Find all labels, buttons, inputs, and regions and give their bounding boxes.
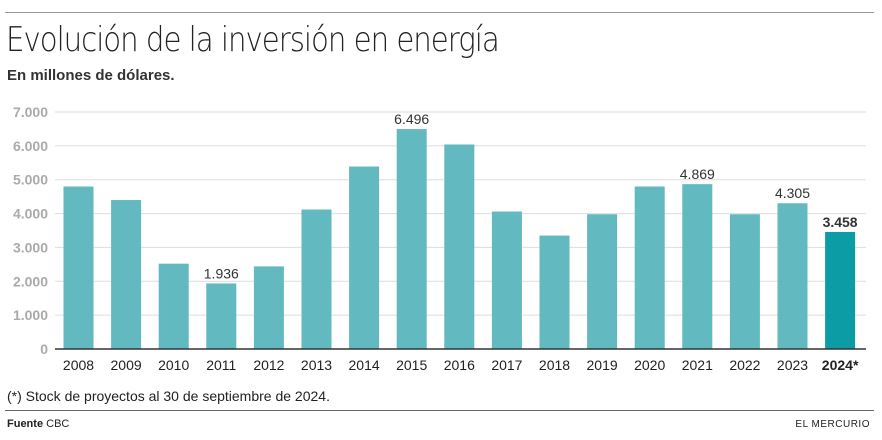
x-tick-label: 2013 [301, 357, 332, 373]
bar-2017 [491, 211, 522, 349]
x-tick-label: 2019 [587, 357, 618, 373]
bar-2009 [111, 200, 142, 349]
bar-2014 [349, 166, 380, 349]
bar-2024 [825, 231, 856, 349]
bottom-rule [5, 410, 874, 411]
y-tick-label: 0 [40, 341, 48, 357]
y-tick-label: 2.000 [13, 273, 48, 289]
source-value: CBC [46, 418, 70, 430]
y-tick-label: 4.000 [13, 206, 48, 222]
x-tick-label: 2008 [63, 357, 94, 373]
x-tick-label: 2023 [777, 357, 808, 373]
bar-2022 [729, 214, 760, 349]
data-label: 1.936 [204, 265, 239, 281]
chart-title: Evolución de la inversión en energía [6, 20, 500, 60]
x-tick-label: 2018 [539, 357, 570, 373]
bar-2019 [587, 214, 618, 349]
bar-2016 [444, 144, 475, 349]
x-tick-label: 2015 [396, 357, 427, 373]
brand-logo: EL MERCURIO [795, 419, 870, 430]
bar-2008 [63, 186, 94, 349]
y-tick-label: 6.000 [13, 138, 48, 154]
bar-2018 [539, 235, 570, 349]
x-tick-label: 2012 [253, 357, 284, 373]
y-tick-label: 5.000 [13, 172, 48, 188]
x-tick-label: 2021 [682, 357, 713, 373]
bar-2010 [158, 263, 189, 349]
x-tick-label: 2017 [491, 357, 522, 373]
bar-2020 [634, 186, 665, 349]
y-tick-label: 1.000 [13, 307, 48, 323]
bar-2021 [682, 184, 713, 349]
x-tick-label: 2020 [634, 357, 665, 373]
source-label: Fuente [7, 418, 44, 430]
bar-2015 [396, 129, 427, 349]
data-label: 3.458 [823, 214, 858, 230]
data-label: 4.305 [775, 185, 810, 201]
x-tick-label: 2016 [444, 357, 475, 373]
bar-2011 [206, 283, 237, 349]
top-rule [5, 12, 874, 13]
data-label: 6.496 [394, 111, 429, 127]
x-tick-label: 2011 [206, 357, 236, 373]
bar-2012 [253, 266, 284, 349]
x-tick-label: 2014 [349, 357, 380, 373]
x-tick-label: 2024* [822, 357, 859, 373]
x-tick-label: 2009 [111, 357, 142, 373]
footnote: (*) Stock de proyectos al 30 de septiemb… [7, 388, 330, 404]
chart-subtitle: En millones de dólares. [7, 67, 175, 84]
x-tick-label: 2010 [158, 357, 189, 373]
data-label: 4.869 [680, 166, 715, 182]
bar-2023 [777, 203, 808, 349]
x-tick-label: 2022 [729, 357, 760, 373]
source: Fuente CBC [7, 418, 69, 430]
y-tick-label: 7.000 [13, 104, 48, 120]
bar-2013 [301, 209, 332, 349]
y-tick-label: 3.000 [13, 239, 48, 255]
